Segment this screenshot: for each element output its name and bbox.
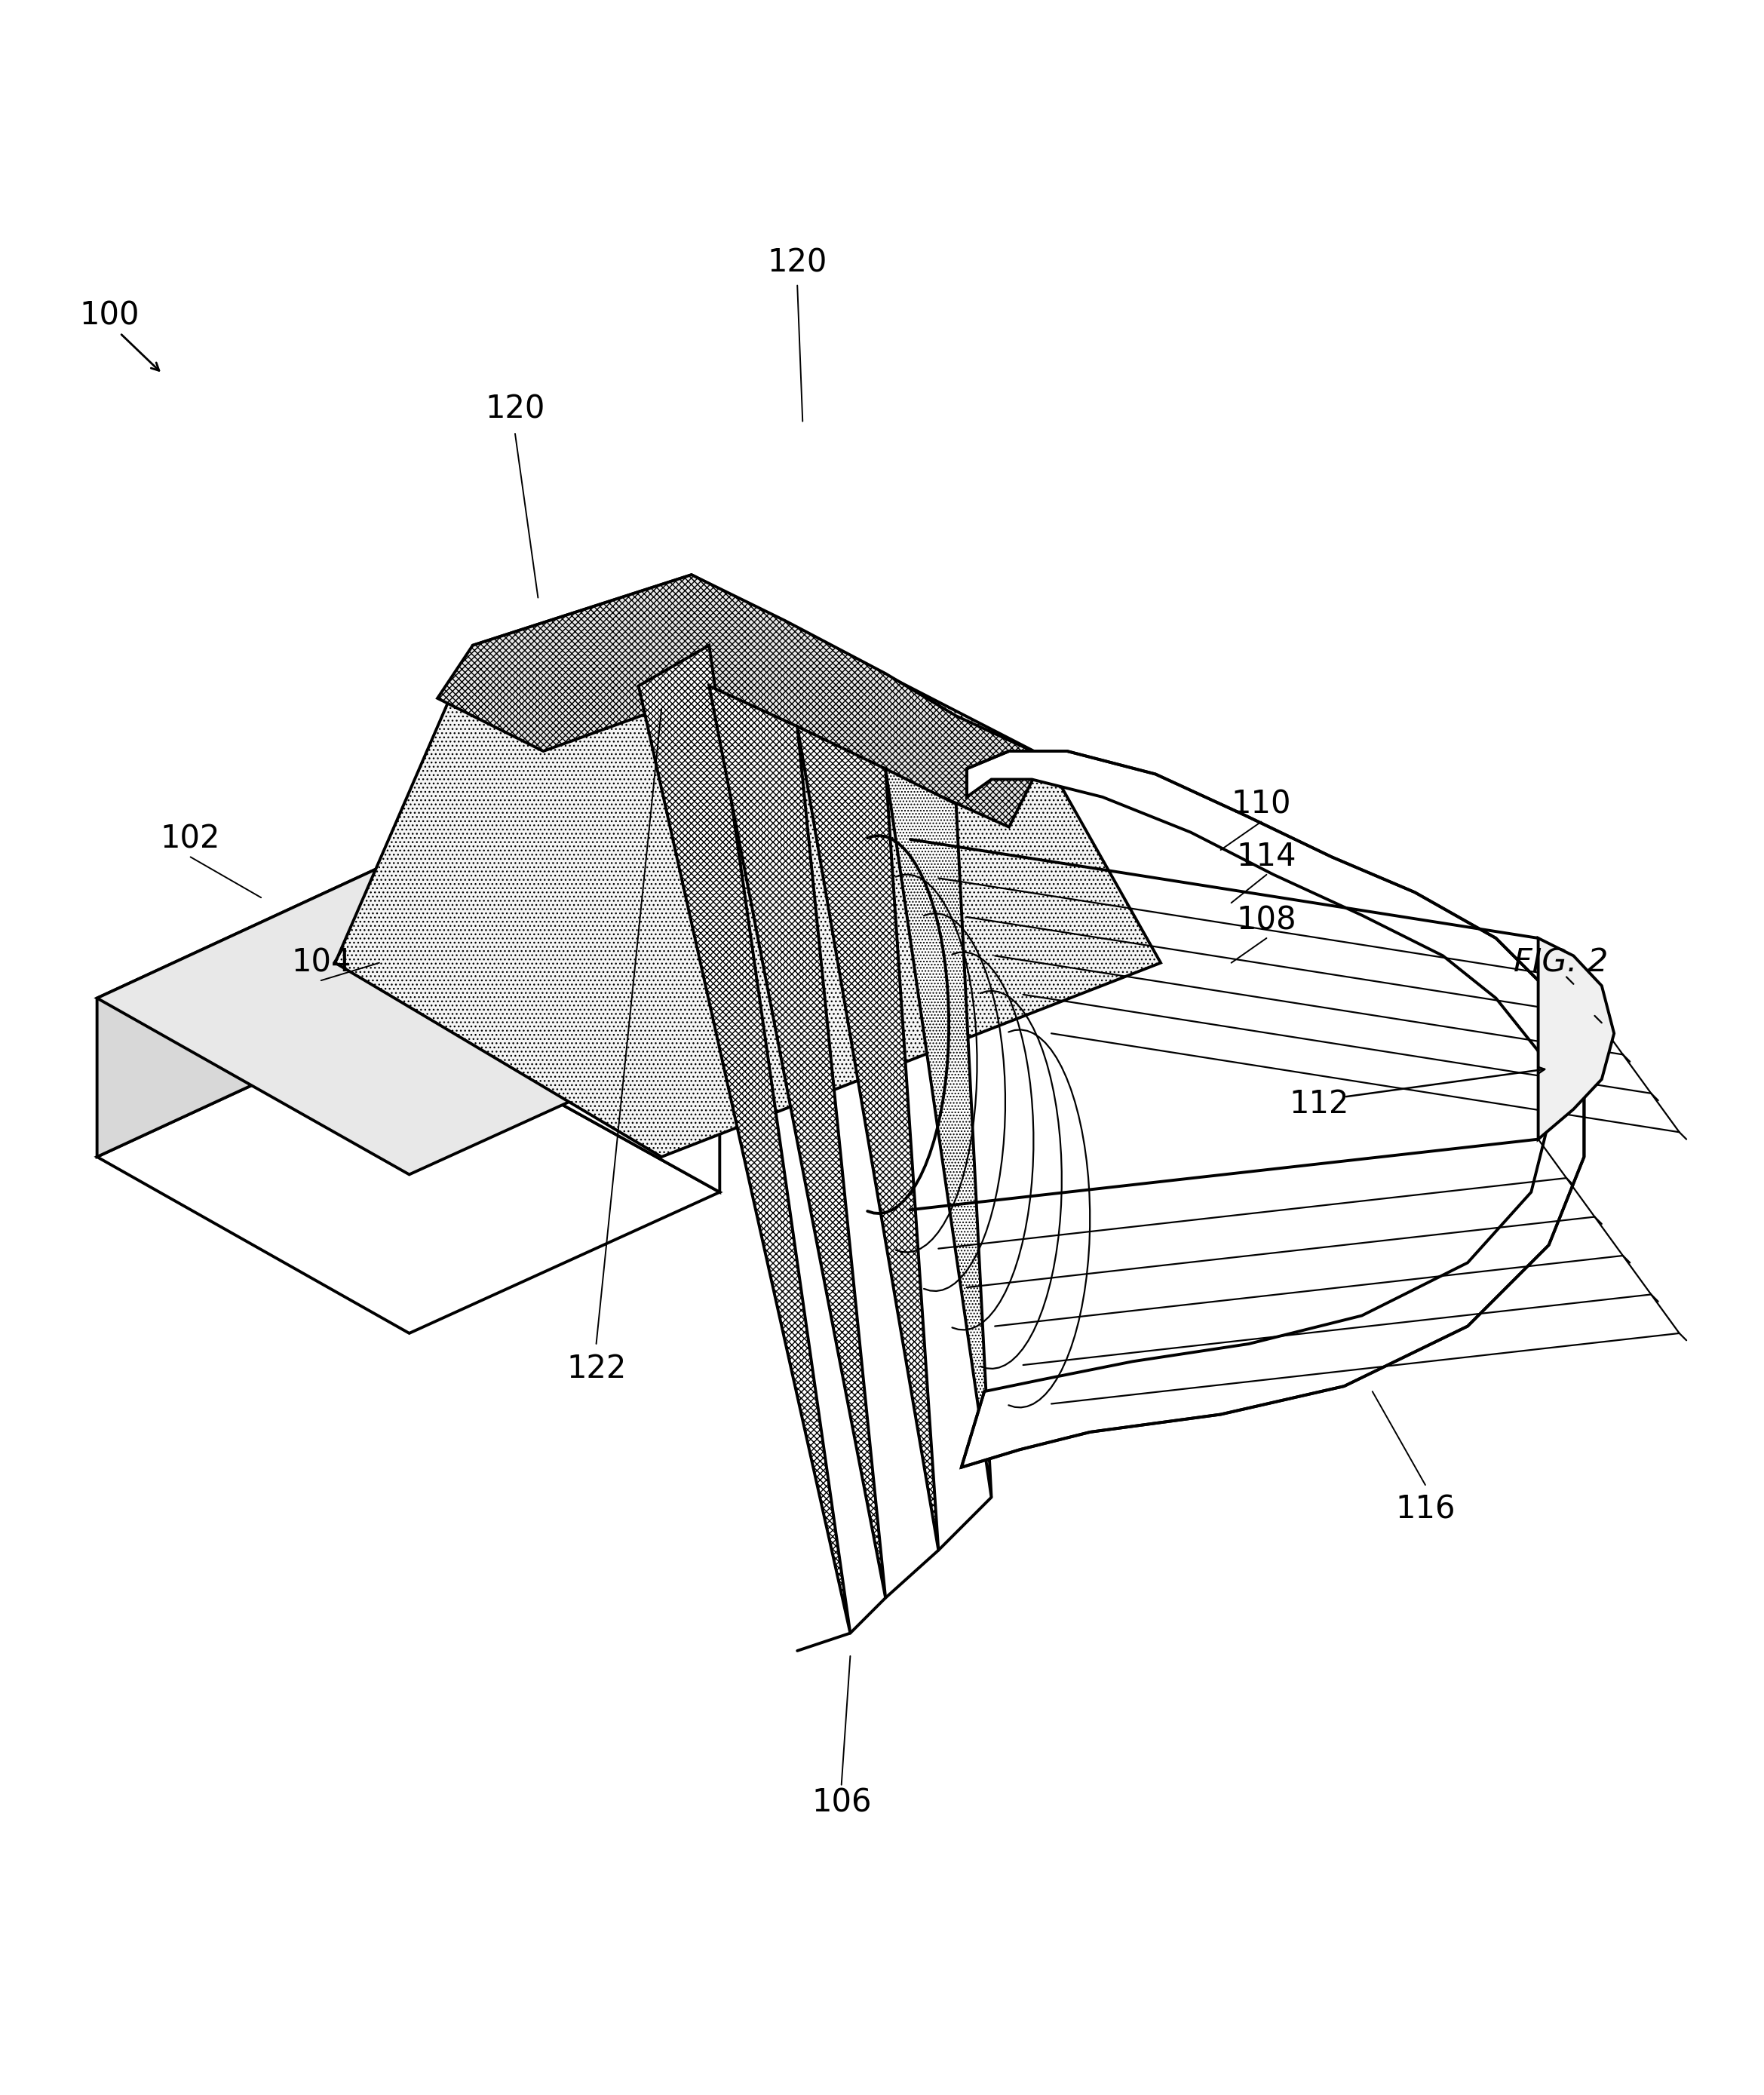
Text: 104: 104: [291, 947, 351, 978]
Text: 100: 100: [79, 300, 139, 331]
Text: 120: 120: [485, 394, 545, 425]
Text: FIG. 2: FIG. 2: [1514, 947, 1609, 978]
Polygon shape: [335, 574, 1161, 1156]
Polygon shape: [1538, 939, 1614, 1140]
Polygon shape: [402, 857, 720, 1192]
Text: 110: 110: [1231, 788, 1291, 819]
Polygon shape: [797, 727, 938, 1550]
Text: 102: 102: [161, 823, 220, 855]
Polygon shape: [97, 857, 402, 1156]
Text: 116: 116: [1395, 1494, 1455, 1525]
Text: 106: 106: [811, 1787, 871, 1818]
Polygon shape: [886, 769, 991, 1498]
Polygon shape: [97, 857, 720, 1175]
Polygon shape: [437, 574, 1044, 828]
Text: 114: 114: [1237, 842, 1297, 874]
Text: 122: 122: [566, 1353, 626, 1385]
Polygon shape: [639, 645, 850, 1634]
Polygon shape: [961, 752, 1584, 1466]
Text: 108: 108: [1237, 905, 1297, 936]
Text: 112: 112: [1289, 1087, 1349, 1121]
Text: 120: 120: [767, 247, 827, 279]
Polygon shape: [97, 1016, 720, 1332]
Polygon shape: [709, 685, 886, 1598]
